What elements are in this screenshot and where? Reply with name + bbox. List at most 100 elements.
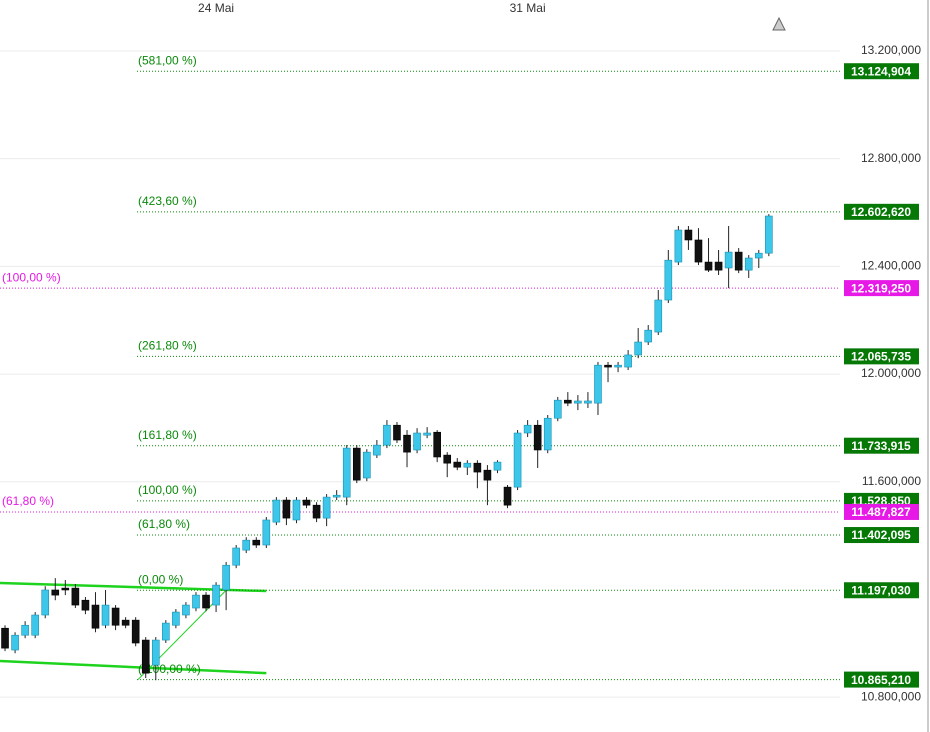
candle-body (533, 424, 542, 451)
candle-body (302, 499, 311, 506)
trend-line (0, 581, 267, 593)
candle-body (644, 329, 653, 343)
fib-label: (161,80 %) (138, 428, 197, 442)
candle-body (443, 454, 452, 464)
y-tick-label: 13.200,000 (861, 43, 921, 57)
candle-body (1, 627, 9, 649)
candle-body (192, 594, 200, 609)
candle-body (182, 604, 190, 616)
price-box-label: 12.065,735 (851, 350, 911, 364)
price-box (844, 437, 919, 454)
candle-body (664, 259, 673, 301)
fib-label: (61,80 %) (2, 494, 54, 508)
x-tick-label: 24 Mai (198, 1, 234, 15)
candle-body (503, 486, 512, 506)
price-box-label: 11.733,915 (851, 439, 911, 453)
candle-body (232, 547, 240, 566)
fib-label: (0,00 %) (138, 572, 183, 586)
candle-body (373, 444, 381, 456)
candle-body (121, 619, 130, 626)
y-tick-label: 11.600,000 (862, 474, 921, 488)
fib-label: (423,60 %) (138, 194, 197, 208)
candle-body (91, 604, 100, 629)
candle-body (31, 614, 39, 636)
price-box-label: 12.319,250 (851, 281, 911, 295)
candle-body (624, 354, 632, 368)
fib-label: (581,00 %) (138, 53, 197, 67)
price-box (844, 582, 919, 599)
candle-body (543, 417, 552, 451)
candle-body (614, 364, 622, 368)
candle-body (242, 539, 251, 551)
candle-body (473, 462, 482, 473)
price-box-label: 12.602,620 (851, 205, 911, 219)
candle-body (342, 447, 351, 498)
candle-body (523, 424, 532, 434)
candle-body (172, 611, 180, 626)
price-box (844, 671, 919, 688)
candle-body (332, 494, 341, 498)
candle-body (252, 539, 261, 546)
candle-body (141, 639, 150, 674)
candle-body (312, 504, 321, 519)
price-box (844, 527, 919, 544)
candle-body (423, 432, 431, 436)
price-box (844, 203, 919, 220)
y-tick-label: 12.400,000 (861, 259, 921, 273)
candle-body (51, 589, 60, 596)
candle-body (383, 424, 391, 446)
candle-body (352, 447, 361, 481)
candle-body (61, 587, 70, 591)
fib-label: (100,00 %) (2, 270, 61, 284)
candle-body (654, 299, 663, 333)
candle-body (81, 599, 90, 611)
candle-body (41, 589, 50, 616)
candle-body (363, 451, 371, 479)
candle-body (734, 251, 743, 271)
candle-body (292, 499, 301, 521)
candle-body (684, 229, 693, 241)
candle-body (513, 432, 522, 488)
candle-body (71, 587, 80, 606)
candle-body (594, 364, 602, 404)
candle-body (162, 622, 170, 641)
candle-body (634, 341, 642, 356)
candle-body (574, 400, 582, 404)
candle-body (151, 639, 160, 666)
candle-body (413, 432, 421, 451)
candle-body (212, 584, 220, 606)
candle-body (744, 257, 753, 271)
candle-body (553, 399, 562, 419)
candle-body (724, 251, 733, 269)
candle-body (222, 564, 230, 591)
candle-body (704, 261, 713, 271)
home-icon[interactable] (772, 16, 786, 31)
price-box (844, 63, 919, 80)
price-box-label: 11.197,030 (851, 583, 911, 597)
candle-body (262, 519, 271, 546)
candle-body (604, 364, 612, 368)
candle-body (493, 461, 502, 471)
candle-body (674, 229, 683, 263)
candle-body (584, 400, 592, 404)
x-tick-label: 31 Mai (510, 1, 546, 15)
fib-label: (261,80 %) (138, 339, 197, 353)
candle-body (111, 607, 120, 626)
candle-body (101, 604, 110, 626)
price-box-label: 10.865,210 (851, 673, 911, 687)
y-tick-label: 10.800,000 (861, 689, 921, 703)
candle-body (322, 496, 331, 519)
trend-line (0, 659, 267, 675)
candle-body (754, 252, 763, 259)
candle-body (131, 619, 140, 644)
candle-body (483, 469, 492, 481)
fib-label: (61,80 %) (138, 517, 190, 531)
candle-body (11, 634, 19, 651)
candle-body (453, 461, 462, 468)
price-box (844, 280, 919, 297)
candle-body (765, 215, 773, 254)
candle-body (694, 239, 703, 263)
price-box-label: 11.402,095 (851, 528, 911, 542)
candle-body (202, 594, 210, 609)
